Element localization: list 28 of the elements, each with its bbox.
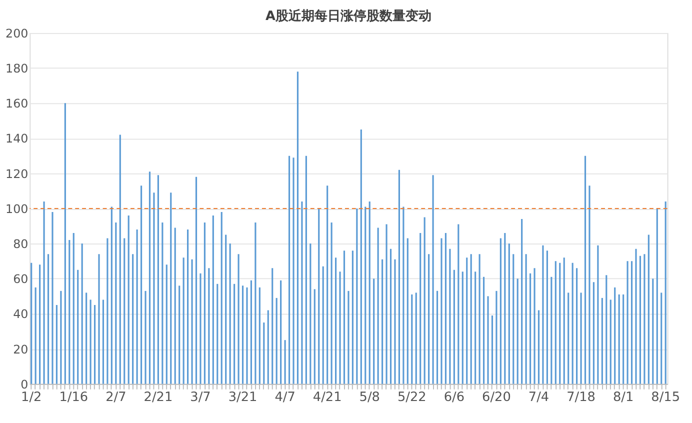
y-tick-label: 20 [13, 342, 28, 356]
x-tick-label: 5/8 [359, 390, 380, 406]
y-tick-label: 100 [6, 202, 28, 216]
x-tick-label: 1/2 [21, 390, 42, 406]
y-tick-label: 140 [6, 132, 28, 146]
x-tick-label: 4/21 [312, 390, 342, 406]
chart-title: A股近期每日涨停股数量变动 [265, 8, 432, 24]
x-tick-label: 6/20 [482, 390, 511, 406]
x-tick-label: 5/22 [397, 390, 426, 406]
x-tick-label: 7/18 [566, 390, 596, 406]
y-tick-label: 200 [6, 26, 28, 40]
x-tick-label: 4/7 [274, 390, 296, 406]
x-tick-label: 3/7 [190, 390, 211, 406]
y-tick-label: 120 [6, 166, 28, 181]
x-tick-label: 2/21 [144, 390, 173, 406]
y-tick-label: 60 [13, 272, 28, 286]
y-tick-label: 80 [13, 237, 28, 252]
x-tick-label: 3/21 [228, 390, 258, 406]
x-tick-label: 6/6 [444, 390, 465, 406]
y-tick-label: 0 [20, 377, 28, 392]
y-tick-label: 180 [6, 62, 28, 76]
y-tick-label: 40 [13, 307, 28, 322]
x-tick-label: 8/1 [612, 390, 634, 406]
x-tick-label: 1/16 [59, 390, 88, 406]
y-tick-label: 160 [6, 96, 28, 111]
x-tick-label: 7/4 [528, 390, 550, 406]
x-tick-label: 2/7 [106, 390, 126, 406]
x-tick-label: 8/15 [651, 390, 680, 406]
